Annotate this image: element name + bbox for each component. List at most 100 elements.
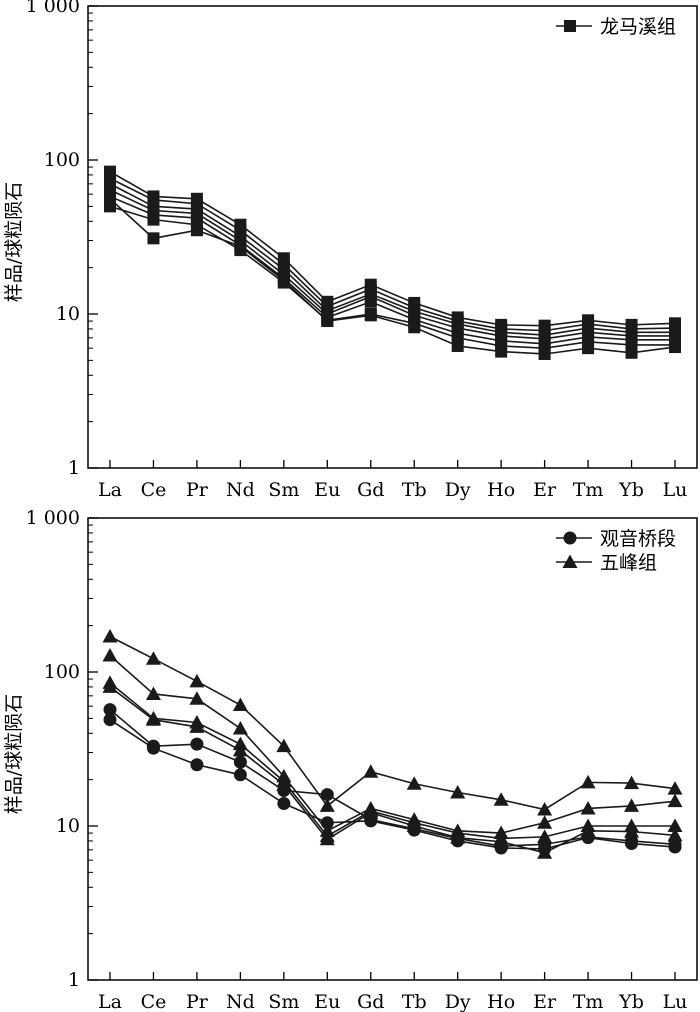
data-point-triangle [319,831,335,846]
x-tick-label: Tm [573,991,604,1012]
x-tick-label: Ce [141,991,167,1012]
series-line [109,183,675,336]
data-point-circle [277,796,291,810]
x-tick-label: La [98,479,122,501]
data-point-triangle [232,742,248,757]
data-point-square [364,309,377,322]
data-point-triangle [189,719,205,733]
x-tick-label: Lu [663,991,688,1012]
series-2 [103,713,682,856]
data-point-triangle [493,834,509,848]
series-line [109,654,676,834]
data-point-square [234,240,247,253]
series-line [109,205,675,349]
data-point-square [104,192,116,205]
y-axis-label: 样品/球粒陨石 [3,694,25,814]
y-tick-label: 1 000 [26,507,80,529]
y-axis-label: 样品/球粒陨石 [3,182,25,302]
x-tick-label: Tm [573,479,604,501]
x-tick-label: Eu [314,479,340,501]
x-tick-label: Lu [663,479,688,501]
data-point-triangle [493,792,509,806]
legend-circle-icon [563,531,577,545]
data-point-circle [320,788,334,802]
y-tick-label: 100 [44,149,80,171]
x-tick-label: Dy [445,479,471,501]
data-point-triangle [667,781,683,795]
series-line [109,682,675,840]
data-point-triangle [363,805,379,819]
data-point-triangle [624,775,640,790]
x-tick-label: Pr [186,991,209,1012]
data-point-triangle [537,829,553,843]
x-tick-label: Gd [357,479,384,501]
x-tick-label: Sm [268,991,299,1012]
series-3 [104,177,681,342]
data-point-triangle [232,697,248,712]
plot-frame [87,517,698,981]
plot-frame [87,5,698,469]
x-tick-label: Nd [226,991,255,1012]
y-tick-label: 1 [68,969,80,991]
x-tick-label: Gd [357,991,384,1012]
data-point-square [277,274,290,287]
data-point-circle [233,768,247,782]
data-point-triangle [102,629,118,643]
data-point-square [669,341,681,354]
y-tick-label: 10 [56,303,80,325]
data-point-circle [190,737,204,751]
x-tick-label: Ho [487,479,515,501]
data-point-triangle [580,823,596,837]
data-point-square [538,347,551,360]
panel-1: 1 10 100 1 000 La Ce Pr Nd Sm Eu Gd Tb Dy Ho Er Tm Yb Lu 样… [3,0,698,501]
data-point-circle [668,840,682,854]
x-tick-label: Tb [402,479,427,501]
data-point-square [625,346,638,359]
series-7 [104,192,681,360]
legend: 龙马溪组 [556,16,676,38]
data-point-square [451,339,464,352]
data-point-triangle [145,686,161,700]
x-tick-label: Er [533,991,557,1012]
data-point-circle [146,741,160,755]
series-line [109,686,676,854]
data-point-triangle [667,827,683,842]
data-point-circle [103,713,117,727]
data-point-triangle [537,815,553,829]
series-3 [102,629,683,816]
series-6 [104,200,681,355]
data-point-triangle [276,738,292,753]
data-point-square [582,342,595,355]
legend-square-icon [564,20,576,32]
x-tick-label: La [98,991,122,1012]
data-point-triangle [624,798,640,812]
x-tick-label: Eu [314,991,340,1012]
y-tick-label: 1 [68,457,80,479]
data-point-triangle [102,647,118,662]
data-point-triangle [232,720,248,735]
series-line [109,189,675,340]
data-point-circle [190,758,204,772]
data-point-triangle [189,673,205,688]
data-point-triangle [145,651,161,665]
series-line [109,708,676,847]
legend-label: 五峰组 [600,552,657,574]
data-point-square [190,224,203,237]
data-point-circle [233,755,247,769]
data-point-triangle [102,679,118,693]
legend-label: 观音桥段 [600,528,676,550]
data-point-triangle [406,776,422,790]
x-tick-label: Tb [402,991,427,1012]
data-point-triangle [667,818,683,832]
x-tick-label: Nd [226,479,255,501]
series-line [109,719,676,850]
series-line [109,635,676,811]
data-point-triangle [667,793,683,808]
x-tick-label: Yb [618,991,644,1012]
y-tick-label: 10 [56,815,80,837]
data-point-square [364,295,377,308]
x-tick-label: Yb [618,479,644,501]
series-line [109,195,675,345]
series-5 [104,190,681,350]
